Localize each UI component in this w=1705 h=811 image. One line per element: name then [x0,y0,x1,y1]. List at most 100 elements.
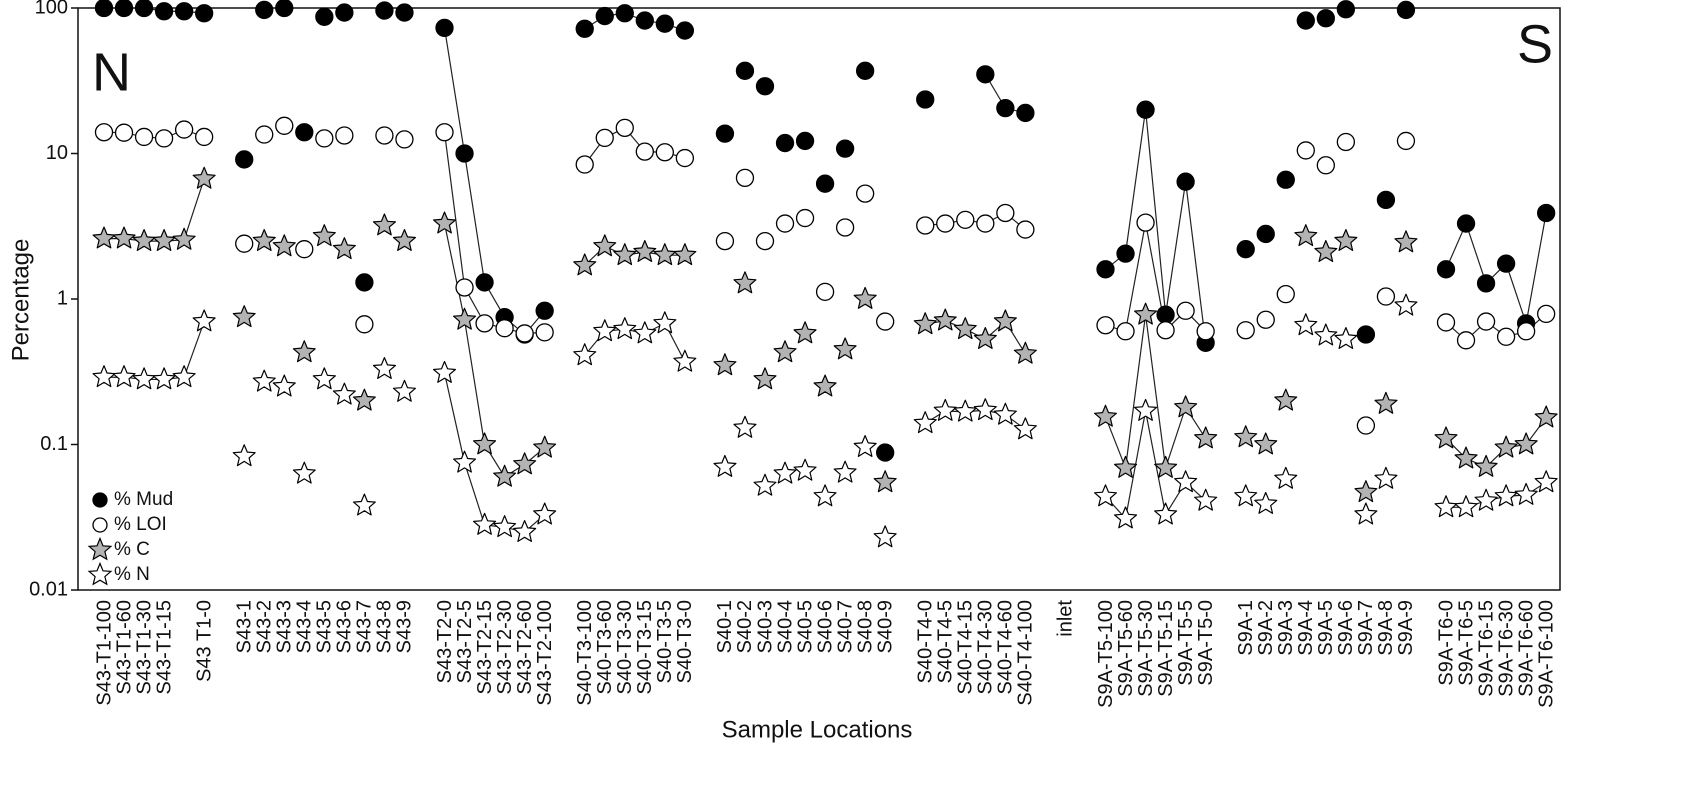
marker [653,311,677,334]
marker [455,144,474,163]
marker [312,224,336,247]
marker [593,234,617,257]
marker [435,123,454,142]
marker [94,0,114,18]
marker [876,443,895,462]
marker [252,369,276,392]
x-tick-label: S40-3 [754,600,776,653]
marker [635,142,654,161]
legend-swatch [87,561,113,586]
marker [1134,302,1158,325]
marker [1116,322,1135,341]
series-line [104,321,205,381]
marker [793,458,817,481]
marker [833,460,857,483]
marker [275,0,294,18]
marker [255,0,274,20]
legend-swatch [87,536,113,561]
x-tick-label: S9A-4 [1295,600,1317,656]
marker [395,130,414,149]
marker [773,461,797,484]
marker [993,309,1017,332]
x-tick-label: S40-7 [834,600,856,653]
marker [513,520,537,542]
marker [1256,224,1275,244]
marker [174,2,194,21]
marker [933,308,957,331]
x-tick-label: S43-6 [334,600,356,653]
marker [835,218,855,237]
marker [775,214,795,233]
marker [735,61,755,80]
marker [255,125,274,144]
marker [853,435,877,457]
marker [312,367,336,390]
x-tick-label: S43-T2-30 [494,600,516,695]
marker [1156,321,1175,340]
marker [713,454,737,477]
x-tick-label: S40-8 [854,600,876,653]
legend-swatch [92,492,108,508]
x-tick-label: S9A-1 [1235,600,1257,656]
x-tick-label: S40-2 [734,600,756,653]
x-tick-label: S40-T4-5 [935,600,957,683]
marker [453,450,477,473]
marker [575,155,594,174]
marker [976,65,995,84]
marker [1334,327,1358,349]
y-axis-title: Percentage [7,239,34,362]
marker [615,118,634,138]
marker [235,150,254,169]
marker [1114,455,1138,478]
marker [1374,466,1398,489]
marker [392,229,416,251]
marker [615,4,634,23]
marker [1094,484,1117,507]
x-tick-label: S40-T4-60 [995,600,1017,695]
annotation: S [1517,14,1553,74]
marker [815,282,835,301]
marker [533,502,557,525]
marker [352,493,376,516]
marker [473,432,497,455]
marker [1174,470,1198,493]
marker [1434,426,1458,449]
marker [1294,313,1318,336]
marker [232,444,256,467]
marker [1016,103,1035,123]
x-axis-title: Sample Locations [722,716,913,743]
marker [933,398,957,421]
marker [375,126,394,145]
marker [355,273,374,292]
x-tick-label: S43-5 [314,600,336,653]
marker [174,120,194,139]
series-line [443,132,545,335]
marker [1013,417,1037,440]
x-tick-label: S43-T2-15 [474,600,496,695]
marker [1196,322,1215,341]
marker [1356,416,1376,435]
marker [252,229,276,251]
marker [112,365,136,388]
marker [1194,426,1218,449]
marker [853,286,877,309]
marker [916,90,935,109]
marker [613,243,637,266]
marker [475,273,494,292]
marker [132,229,156,251]
marker [1176,301,1195,320]
marker [1354,502,1378,525]
marker [1436,260,1456,279]
x-tick-label: inlet [1055,600,1077,637]
marker [493,464,517,487]
marker [633,240,657,262]
marker [372,213,396,236]
marker [973,327,997,349]
marker [535,301,554,320]
marker [435,18,454,38]
marker [1336,0,1356,19]
y-tick-label: 0.1 [40,433,68,455]
marker [715,124,735,143]
marker [833,337,857,360]
marker [773,340,797,363]
